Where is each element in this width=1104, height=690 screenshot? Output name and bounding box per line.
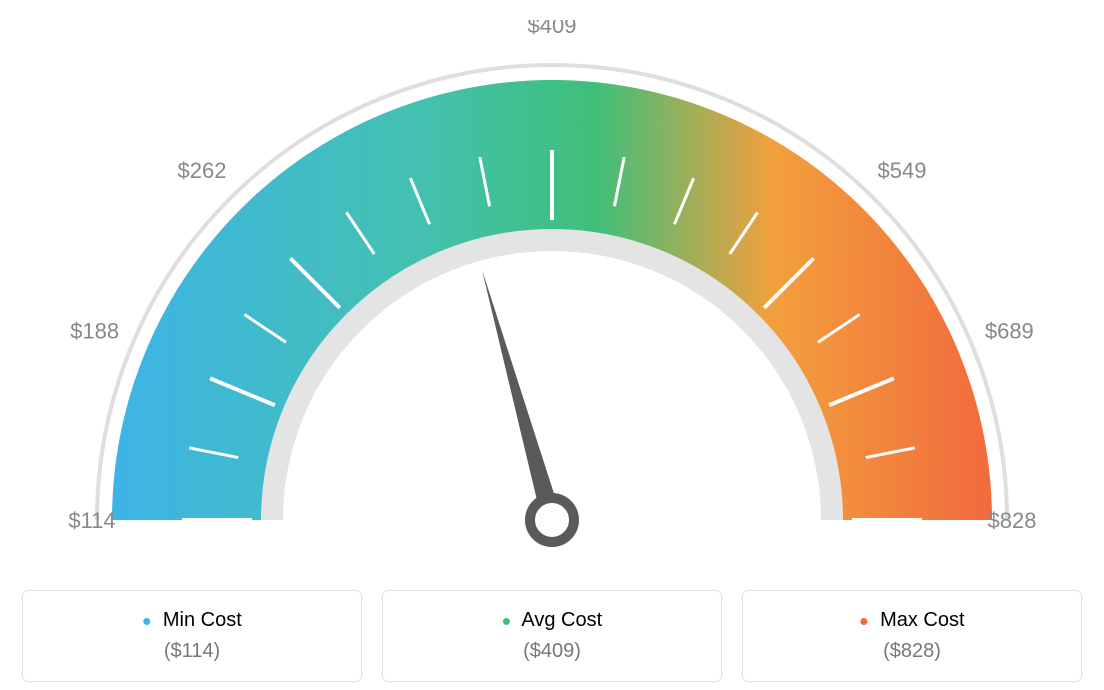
tick-label: $409 [528, 20, 577, 38]
dot-icon: • [859, 606, 868, 636]
dot-icon: • [502, 606, 511, 636]
color-band [112, 80, 992, 520]
needle [482, 270, 562, 523]
legend-min-label: • Min Cost [33, 609, 351, 632]
tick-label: $689 [985, 319, 1034, 344]
legend-max-label: • Max Cost [753, 609, 1071, 632]
legend-max-value: ($828) [753, 640, 1071, 663]
legend-min-value: ($114) [33, 640, 351, 663]
needle-hub [530, 498, 574, 542]
dot-icon: • [142, 606, 151, 636]
legend-min-box: • Min Cost ($114) [22, 590, 362, 682]
legend-avg-value: ($409) [393, 640, 711, 663]
cost-gauge-chart: $114 $188 $262 $409 $549 $689 $828 • Min Cost … [20, 20, 1084, 682]
tick-label: $114 [68, 508, 115, 533]
legend-row: • Min Cost ($114) • Avg Cost ($409) • Ma… [22, 590, 1082, 682]
tick-label: $262 [178, 158, 227, 183]
gauge-svg: $114 $188 $262 $409 $549 $689 $828 [22, 20, 1082, 580]
legend-avg-label: • Avg Cost [393, 609, 711, 632]
tick-label: $188 [70, 319, 119, 344]
legend-max-text: Max Cost [880, 609, 964, 631]
tick-label: $549 [878, 158, 927, 183]
legend-avg-text: Avg Cost [521, 609, 602, 631]
legend-min-text: Min Cost [163, 609, 242, 631]
legend-avg-box: • Avg Cost ($409) [382, 590, 722, 682]
legend-max-box: • Max Cost ($828) [742, 590, 1082, 682]
tick-label: $828 [988, 508, 1037, 533]
